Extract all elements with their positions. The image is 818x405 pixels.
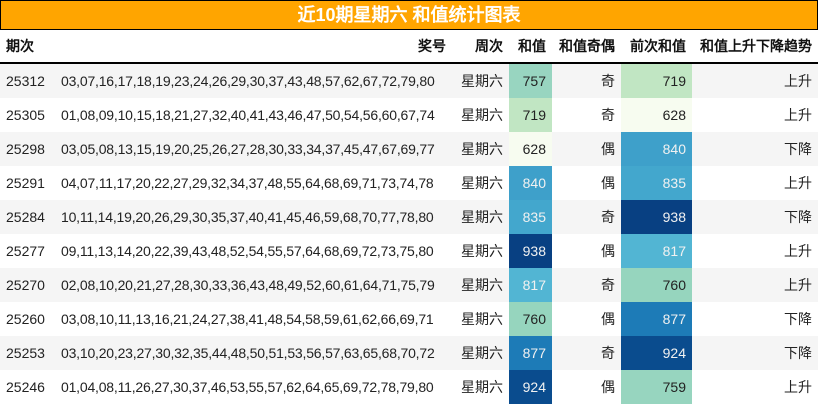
- table-row: 25284 10,11,14,19,20,26,29,30,35,37,40,41…: [0, 200, 818, 234]
- table-row: 25253 03,10,20,23,27,30,32,35,44,48,50,51…: [0, 336, 818, 370]
- sum-stats-table: 期次 奖号 周次 和值 和值奇偶 前次和值 和值上升下降趋势 25312 03,0…: [0, 30, 818, 404]
- prev-sum-cell: 759: [621, 370, 692, 404]
- table-row: 25298 03,05,08,13,15,19,20,25,26,27,28,30…: [0, 132, 818, 166]
- trend-cell: 上升: [784, 175, 812, 191]
- numbers-cell: 03,07,16,17,18,19,23,24,26,29,30,37,43,4…: [61, 73, 435, 89]
- parity-cell: 奇: [601, 277, 615, 293]
- weekday-cell: 星期六: [461, 107, 503, 123]
- issue-cell: 25260: [6, 311, 45, 327]
- weekday-cell: 星期六: [461, 73, 503, 89]
- numbers-cell: 01,04,08,11,26,27,30,37,46,53,55,57,62,6…: [61, 379, 434, 395]
- prev-sum-cell: 877: [621, 302, 692, 336]
- sum-cell: 924: [509, 370, 552, 404]
- trend-cell: 下降: [784, 141, 812, 157]
- numbers-cell: 09,11,13,14,20,22,39,43,48,52,54,55,57,6…: [61, 243, 434, 259]
- trend-cell: 上升: [784, 73, 812, 89]
- numbers-cell: 02,08,10,20,21,27,28,30,33,36,43,48,49,5…: [61, 277, 435, 293]
- numbers-cell: 10,11,14,19,20,26,29,30,35,37,40,41,45,4…: [61, 209, 434, 225]
- issue-cell: 25291: [6, 175, 45, 191]
- issue-cell: 25284: [6, 209, 45, 225]
- issue-cell: 25305: [6, 107, 45, 123]
- parity-cell: 奇: [601, 345, 615, 361]
- issue-cell: 25246: [6, 379, 45, 395]
- issue-cell: 25270: [6, 277, 45, 293]
- table-row: 25270 02,08,10,20,21,27,28,30,33,36,43,48…: [0, 268, 818, 302]
- trend-cell: 下降: [784, 311, 812, 327]
- prev-sum-cell: 719: [621, 63, 692, 98]
- sum-cell: 757: [509, 63, 552, 98]
- prev-sum-cell: 938: [621, 200, 692, 234]
- header-trend: 和值上升下降趋势: [692, 30, 818, 64]
- prev-sum-cell: 835: [621, 166, 692, 200]
- parity-cell: 偶: [601, 311, 615, 327]
- table-row: 25260 03,08,10,11,13,16,21,24,27,38,41,48…: [0, 302, 818, 336]
- numbers-cell: 01,08,09,10,15,18,21,27,32,40,41,43,46,4…: [61, 107, 435, 123]
- trend-cell: 上升: [784, 243, 812, 259]
- prev-sum-cell: 628: [621, 98, 692, 132]
- table-body: 25312 03,07,16,17,18,19,23,24,26,29,30,37…: [0, 63, 818, 404]
- issue-cell: 25253: [6, 345, 45, 361]
- sum-cell: 817: [509, 268, 552, 302]
- header-weekday: 周次: [452, 30, 509, 64]
- header-prev-sum: 前次和值: [621, 30, 692, 64]
- parity-cell: 偶: [601, 243, 615, 259]
- trend-cell: 上升: [784, 277, 812, 293]
- header-issue: 期次: [0, 30, 55, 64]
- parity-cell: 奇: [601, 107, 615, 123]
- parity-cell: 奇: [601, 73, 615, 89]
- weekday-cell: 星期六: [461, 175, 503, 191]
- sum-cell: 938: [509, 234, 552, 268]
- trend-cell: 上升: [784, 379, 812, 395]
- parity-cell: 偶: [601, 175, 615, 191]
- weekday-cell: 星期六: [461, 277, 503, 293]
- sum-cell: 628: [509, 132, 552, 166]
- parity-cell: 偶: [601, 379, 615, 395]
- issue-cell: 25298: [6, 141, 45, 157]
- table-row: 25277 09,11,13,14,20,22,39,43,48,52,54,55…: [0, 234, 818, 268]
- issue-cell: 25277: [6, 243, 45, 259]
- table-title: 近10期星期六 和值统计图表: [0, 0, 818, 30]
- prev-sum-cell: 817: [621, 234, 692, 268]
- weekday-cell: 星期六: [461, 209, 503, 225]
- prev-sum-cell: 760: [621, 268, 692, 302]
- sum-cell: 719: [509, 98, 552, 132]
- sum-cell: 877: [509, 336, 552, 370]
- sum-cell: 760: [509, 302, 552, 336]
- table-row: 25246 01,04,08,11,26,27,30,37,46,53,55,57…: [0, 370, 818, 404]
- weekday-cell: 星期六: [461, 243, 503, 259]
- trend-cell: 下降: [784, 209, 812, 225]
- trend-cell: 下降: [784, 345, 812, 361]
- prev-sum-cell: 840: [621, 132, 692, 166]
- trend-cell: 上升: [784, 107, 812, 123]
- sum-cell: 840: [509, 166, 552, 200]
- table-row: 25312 03,07,16,17,18,19,23,24,26,29,30,37…: [0, 63, 818, 98]
- numbers-cell: 03,08,10,11,13,16,21,24,27,38,41,48,54,5…: [61, 311, 434, 327]
- header-row: 期次 奖号 周次 和值 和值奇偶 前次和值 和值上升下降趋势: [0, 30, 818, 64]
- parity-cell: 奇: [601, 209, 615, 225]
- numbers-cell: 03,10,20,23,27,30,32,35,44,48,50,51,53,5…: [61, 345, 435, 361]
- numbers-cell: 03,05,08,13,15,19,20,25,26,27,28,30,33,3…: [61, 141, 435, 157]
- weekday-cell: 星期六: [461, 311, 503, 327]
- header-sum: 和值: [509, 30, 552, 64]
- header-parity: 和值奇偶: [552, 30, 621, 64]
- header-numbers: 奖号: [55, 30, 452, 64]
- parity-cell: 偶: [601, 141, 615, 157]
- weekday-cell: 星期六: [461, 141, 503, 157]
- numbers-cell: 04,07,11,17,20,22,27,29,32,34,37,48,55,6…: [61, 175, 434, 191]
- weekday-cell: 星期六: [461, 345, 503, 361]
- prev-sum-cell: 924: [621, 336, 692, 370]
- sum-cell: 835: [509, 200, 552, 234]
- table-row: 25291 04,07,11,17,20,22,27,29,32,34,37,48…: [0, 166, 818, 200]
- issue-cell: 25312: [6, 73, 45, 89]
- table-row: 25305 01,08,09,10,15,18,21,27,32,40,41,43…: [0, 98, 818, 132]
- weekday-cell: 星期六: [461, 379, 503, 395]
